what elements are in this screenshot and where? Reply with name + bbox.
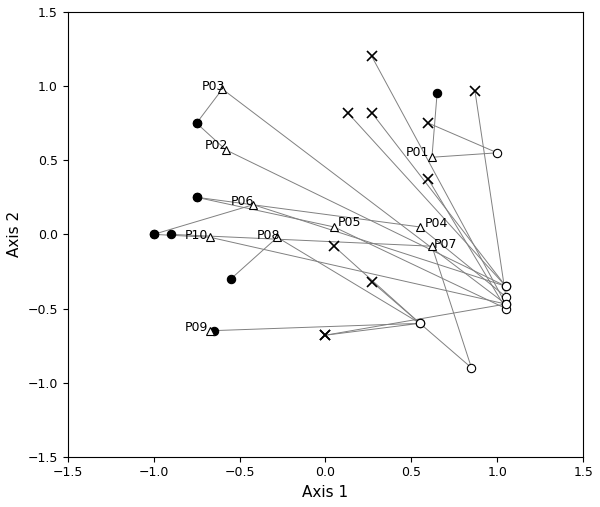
Text: P09: P09 [185, 321, 208, 334]
Text: P08: P08 [257, 229, 280, 242]
Text: P02: P02 [205, 139, 229, 152]
Text: P05: P05 [337, 216, 361, 229]
Text: P03: P03 [202, 80, 225, 93]
Text: P07: P07 [434, 238, 457, 251]
Y-axis label: Axis 2: Axis 2 [7, 211, 22, 258]
Text: P10: P10 [185, 229, 208, 242]
Text: P01: P01 [406, 147, 430, 159]
Text: P04: P04 [425, 218, 448, 231]
Text: P06: P06 [231, 195, 254, 208]
X-axis label: Axis 1: Axis 1 [302, 485, 349, 500]
